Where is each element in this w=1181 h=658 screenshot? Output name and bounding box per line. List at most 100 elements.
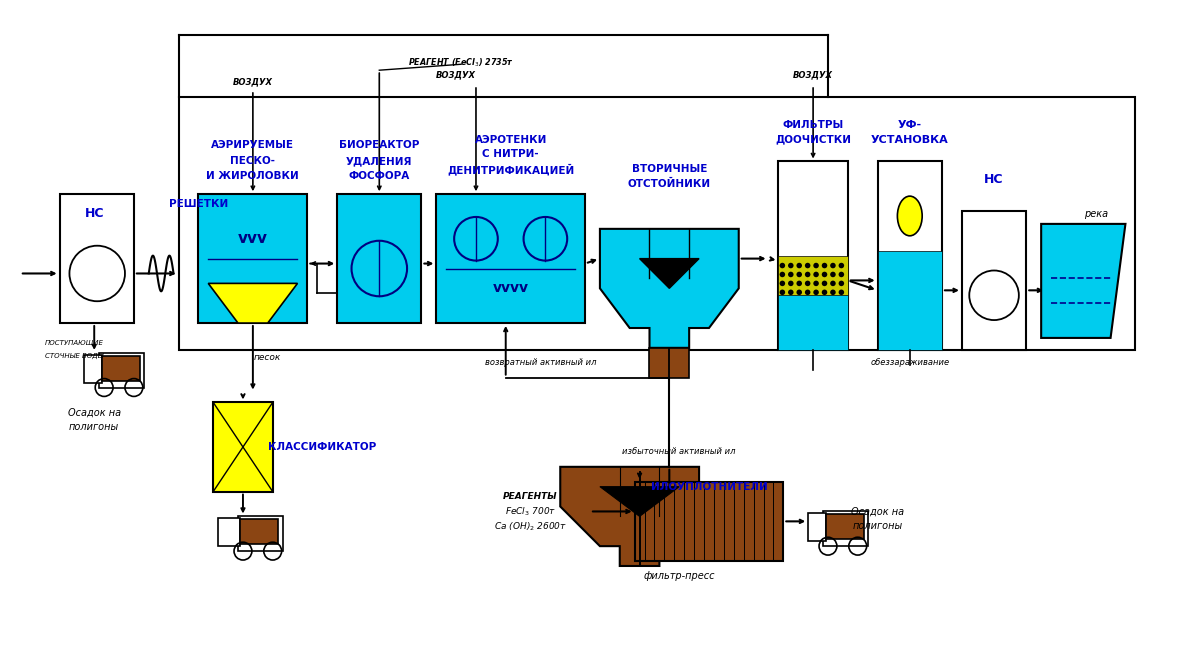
Text: река: река (1084, 209, 1108, 219)
Circle shape (796, 272, 802, 277)
Text: возвратный активный ил: возвратный активный ил (484, 358, 596, 367)
Bar (99, 353, 144, 388)
Text: ВОЗДУХ: ВОЗДУХ (436, 70, 476, 80)
Circle shape (822, 290, 827, 295)
Text: vvvv: vvvv (492, 282, 529, 295)
Text: УДАЛЕНИЯ: УДАЛЕНИЯ (346, 157, 412, 166)
Circle shape (796, 263, 802, 268)
Bar (650, 348, 690, 378)
Text: vvv: vvv (237, 231, 268, 246)
Text: обеззараживание: обеззараживание (870, 358, 950, 367)
Text: БИОРЕАКТОР: БИОРЕАКТОР (339, 139, 419, 149)
Circle shape (805, 280, 810, 286)
Circle shape (839, 272, 844, 277)
Bar (239, 517, 282, 551)
Circle shape (788, 272, 794, 277)
Text: АЭРИРУЕМЫЕ: АЭРИРУЕМЫЕ (211, 139, 294, 149)
Bar (218, 519, 240, 546)
Polygon shape (208, 284, 298, 323)
Circle shape (839, 290, 844, 295)
Text: РЕАГЕНТ (FeCl$_3$) 2735т: РЕАГЕНТ (FeCl$_3$) 2735т (409, 56, 514, 68)
Circle shape (822, 280, 827, 286)
Text: НС: НС (984, 173, 1004, 186)
Text: ПЕСКО-: ПЕСКО- (230, 157, 275, 166)
Bar (103, 356, 139, 380)
Text: РЕАГЕНТЫ: РЕАГЕНТЫ (503, 492, 557, 501)
Circle shape (822, 272, 827, 277)
Circle shape (839, 280, 844, 286)
Bar (823, 511, 868, 546)
Polygon shape (640, 259, 699, 288)
Text: ОТСТОЙНИКИ: ОТСТОЙНИКИ (628, 179, 711, 190)
Bar (877, 161, 942, 350)
Circle shape (839, 263, 844, 268)
Circle shape (805, 272, 810, 277)
Text: фильтр-пресс: фильтр-пресс (644, 571, 715, 581)
Text: песок: песок (254, 353, 281, 363)
Circle shape (788, 263, 794, 268)
Polygon shape (1042, 224, 1125, 338)
Text: ПОСТУПАЮЩИЕ: ПОСТУПАЮЩИЕ (45, 340, 104, 346)
Polygon shape (560, 467, 699, 566)
Circle shape (830, 290, 836, 295)
Text: ИЛОУПЛОТНИТЕЛИ: ИЛОУПЛОТНИТЕЛИ (651, 482, 768, 492)
Text: СТОЧНЫЕ ВОДЫ: СТОЧНЫЕ ВОДЫ (45, 353, 104, 359)
Text: ВТОРИЧНЫЕ: ВТОРИЧНЫЕ (632, 164, 707, 174)
Text: С НИТРИ-: С НИТРИ- (482, 149, 539, 159)
Text: НС: НС (85, 207, 104, 220)
Text: Осадок на: Осадок на (852, 507, 905, 517)
Circle shape (796, 280, 802, 286)
Circle shape (779, 280, 785, 286)
Polygon shape (600, 229, 739, 348)
Circle shape (814, 280, 818, 286)
Circle shape (814, 290, 818, 295)
Circle shape (814, 263, 818, 268)
Text: избыточный активный ил: избыточный активный ил (622, 447, 736, 457)
Circle shape (822, 263, 827, 268)
Bar (84, 355, 103, 382)
Text: полигоны: полигоны (853, 521, 902, 531)
Text: УСТАНОВКА: УСТАНОВКА (870, 135, 948, 145)
Bar (778, 255, 848, 295)
Bar (240, 519, 278, 544)
Bar (808, 513, 826, 541)
Text: УФ-: УФ- (898, 120, 922, 130)
Circle shape (788, 290, 794, 295)
Circle shape (779, 263, 785, 268)
Text: ФИЛЬТРЫ: ФИЛЬТРЫ (783, 120, 843, 130)
Text: ДООЧИСТКИ: ДООЧИСТКИ (775, 135, 852, 145)
Text: АЭРОТЕНКИ: АЭРОТЕНКИ (475, 135, 547, 145)
Text: РЕШЕТКИ: РЕШЕТКИ (169, 199, 228, 209)
Text: ФОСФОРА: ФОСФОРА (348, 171, 410, 182)
Text: И ЖИРОЛОВКИ: И ЖИРОЛОВКИ (207, 171, 299, 182)
Circle shape (779, 290, 785, 295)
Bar (337, 194, 422, 323)
Circle shape (830, 280, 836, 286)
Bar (214, 403, 273, 492)
Circle shape (805, 290, 810, 295)
Bar (436, 194, 585, 323)
Polygon shape (600, 487, 679, 517)
Text: ВОЗДУХ: ВОЗДУХ (233, 78, 273, 87)
Text: FeCl$_3$ 700т: FeCl$_3$ 700т (504, 505, 556, 518)
Text: полигоны: полигоны (70, 422, 119, 432)
Text: Ca (OH)$_2$ 2600т: Ca (OH)$_2$ 2600т (494, 520, 567, 532)
Bar (778, 161, 848, 350)
Bar (59, 194, 133, 323)
Circle shape (805, 263, 810, 268)
Text: ВОЗДУХ: ВОЗДУХ (794, 70, 833, 80)
Circle shape (830, 263, 836, 268)
Bar (877, 251, 942, 350)
Ellipse shape (898, 196, 922, 236)
Circle shape (779, 272, 785, 277)
Bar (634, 482, 783, 561)
Bar (778, 280, 848, 350)
Bar (178, 97, 1135, 350)
Text: КЛАССИФИКАТОР: КЛАССИФИКАТОР (268, 442, 377, 452)
Circle shape (788, 280, 794, 286)
Circle shape (830, 272, 836, 277)
Circle shape (796, 290, 802, 295)
Circle shape (814, 272, 818, 277)
Text: ДЕНИТРИФИКАЦИЕЙ: ДЕНИТРИФИКАЦИЕЙ (448, 163, 574, 175)
Bar (198, 194, 307, 323)
